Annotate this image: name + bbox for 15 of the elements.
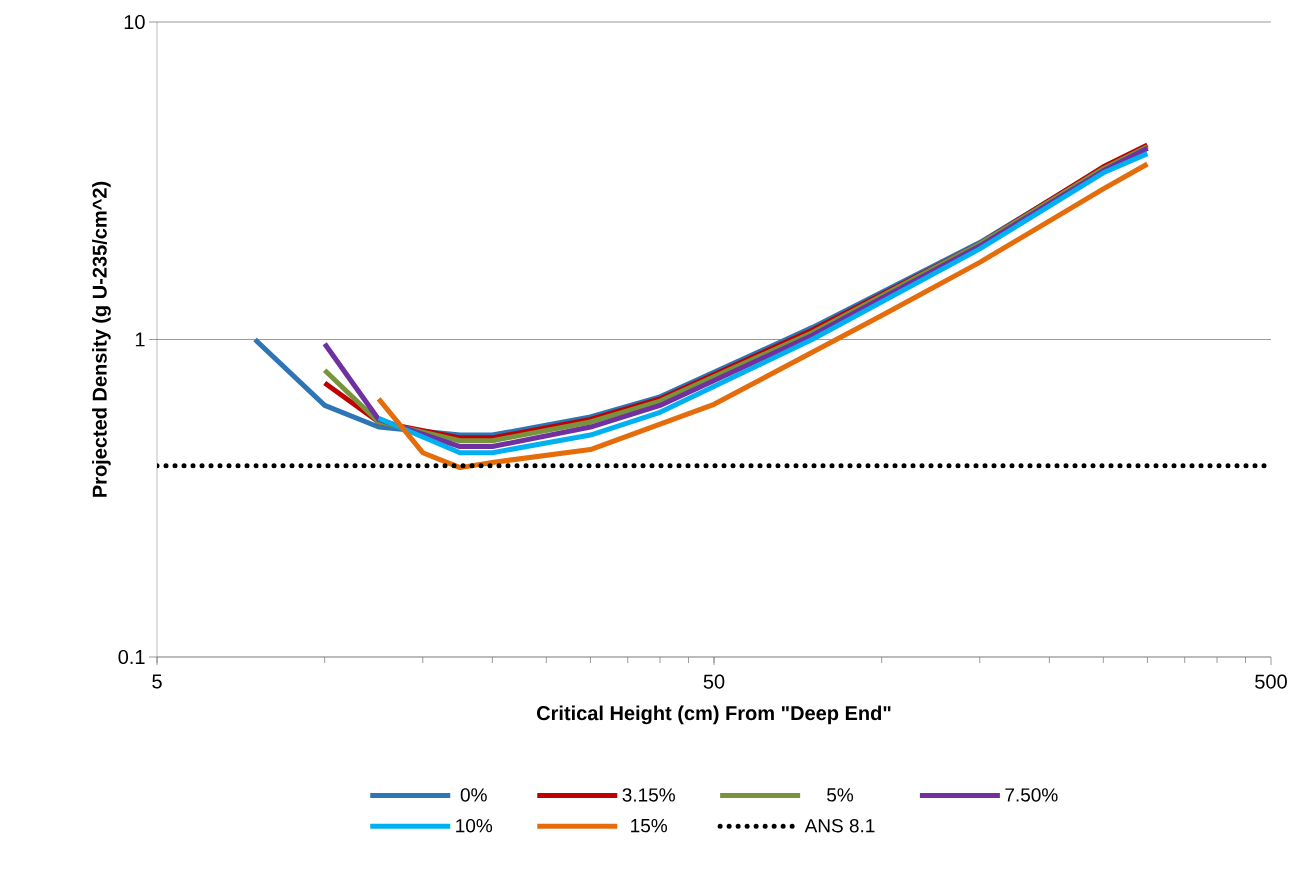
y-tick-label: 10 bbox=[124, 14, 145, 30]
legend-label: 15% bbox=[631, 819, 668, 833]
legend-label: ANS 8.1 bbox=[804, 818, 875, 833]
legend-label: 7.50% bbox=[1005, 788, 1058, 802]
x-tick-label: 500 bbox=[1255, 674, 1287, 689]
y-tick-label: 0.1 bbox=[118, 649, 145, 665]
y-tick-label: 1 bbox=[135, 332, 145, 347]
x-axis-title: Critical Height (cm) From "Deep End" bbox=[536, 705, 891, 725]
legend-label: 10% bbox=[456, 818, 493, 833]
legend-label: 5% bbox=[827, 788, 854, 802]
legend-label: 3.15% bbox=[622, 788, 675, 802]
legend-label: 0% bbox=[460, 788, 487, 802]
x-tick-label: 5 bbox=[152, 674, 162, 689]
y-axis-title: Projected Density (g U-235/cm^2) bbox=[92, 181, 111, 497]
x-tick-label: 50 bbox=[703, 674, 725, 689]
